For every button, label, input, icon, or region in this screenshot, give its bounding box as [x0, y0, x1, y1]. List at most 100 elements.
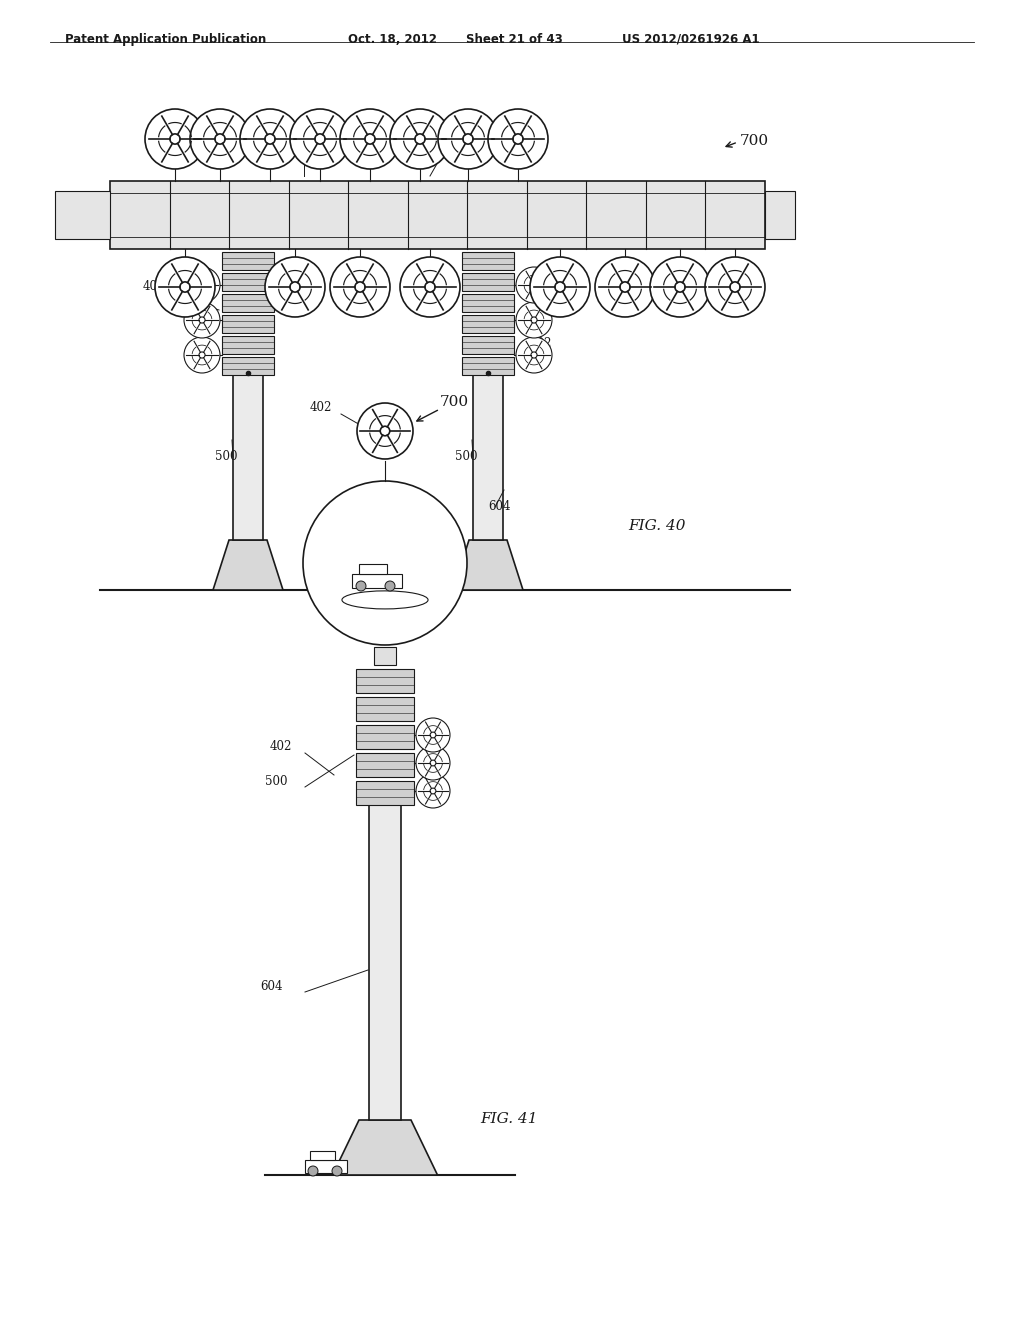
- Bar: [222, 315, 274, 333]
- Circle shape: [650, 257, 710, 317]
- Circle shape: [390, 110, 450, 169]
- Bar: [356, 725, 414, 748]
- Text: 402: 402: [270, 741, 293, 752]
- Circle shape: [240, 110, 300, 169]
- Circle shape: [145, 110, 205, 169]
- Circle shape: [530, 317, 537, 323]
- Circle shape: [357, 403, 413, 459]
- Bar: [462, 273, 514, 290]
- Circle shape: [308, 1166, 318, 1176]
- Bar: [233, 375, 263, 540]
- Bar: [110, 181, 765, 249]
- Bar: [356, 781, 414, 805]
- Bar: [356, 697, 414, 721]
- Bar: [462, 315, 514, 333]
- Text: 500: 500: [265, 775, 288, 788]
- Circle shape: [530, 352, 537, 358]
- Circle shape: [355, 282, 366, 292]
- Text: 604: 604: [260, 979, 283, 993]
- Circle shape: [199, 352, 205, 358]
- Bar: [374, 647, 396, 665]
- Circle shape: [180, 282, 190, 292]
- Text: 602B: 602B: [548, 290, 580, 304]
- Circle shape: [425, 282, 435, 292]
- Circle shape: [675, 282, 685, 292]
- Circle shape: [356, 581, 366, 591]
- Bar: [55, 191, 110, 239]
- Bar: [359, 564, 387, 574]
- Circle shape: [190, 110, 250, 169]
- Circle shape: [530, 282, 537, 288]
- Circle shape: [303, 480, 467, 645]
- Circle shape: [516, 337, 552, 374]
- Circle shape: [199, 282, 205, 288]
- Circle shape: [430, 788, 436, 793]
- Bar: [765, 191, 795, 239]
- Text: Oct. 18, 2012: Oct. 18, 2012: [348, 33, 437, 46]
- Bar: [310, 1151, 335, 1160]
- Text: 604: 604: [488, 500, 511, 513]
- Circle shape: [385, 581, 395, 591]
- Circle shape: [516, 302, 552, 338]
- Text: 602A: 602A: [290, 143, 321, 154]
- Text: 402: 402: [435, 143, 458, 154]
- Polygon shape: [333, 1119, 437, 1175]
- Circle shape: [595, 257, 655, 317]
- Circle shape: [488, 110, 548, 169]
- Bar: [222, 337, 274, 354]
- Circle shape: [184, 267, 220, 304]
- Text: 500: 500: [215, 450, 238, 463]
- Circle shape: [416, 774, 450, 808]
- Circle shape: [290, 282, 300, 292]
- Text: US 2012/0261926 A1: US 2012/0261926 A1: [622, 33, 760, 46]
- Circle shape: [265, 133, 275, 144]
- Circle shape: [155, 257, 215, 317]
- Circle shape: [516, 267, 552, 304]
- Text: 402: 402: [310, 401, 333, 414]
- Bar: [369, 805, 401, 1119]
- Text: FIG. 40: FIG. 40: [628, 519, 685, 533]
- Circle shape: [620, 282, 630, 292]
- Circle shape: [340, 110, 400, 169]
- Bar: [222, 294, 274, 312]
- Bar: [356, 669, 414, 693]
- Text: 700: 700: [740, 135, 769, 148]
- Circle shape: [416, 718, 450, 752]
- Bar: [462, 294, 514, 312]
- Circle shape: [265, 257, 325, 317]
- Circle shape: [430, 760, 436, 766]
- Text: 402: 402: [143, 280, 165, 293]
- Bar: [222, 356, 274, 375]
- Text: Sheet 21 of 43: Sheet 21 of 43: [466, 33, 563, 46]
- Bar: [222, 273, 274, 290]
- Circle shape: [332, 1166, 342, 1176]
- Circle shape: [290, 110, 350, 169]
- Circle shape: [365, 133, 375, 144]
- Circle shape: [380, 426, 390, 436]
- Circle shape: [184, 337, 220, 374]
- Circle shape: [330, 257, 390, 317]
- Circle shape: [215, 133, 225, 144]
- Text: 500: 500: [455, 450, 477, 463]
- Circle shape: [463, 133, 473, 144]
- Circle shape: [555, 282, 565, 292]
- Text: 402: 402: [530, 337, 552, 350]
- Polygon shape: [453, 540, 523, 590]
- Bar: [462, 252, 514, 271]
- Polygon shape: [213, 540, 283, 590]
- Bar: [462, 337, 514, 354]
- Circle shape: [170, 133, 180, 144]
- Circle shape: [315, 133, 325, 144]
- Bar: [305, 1160, 347, 1173]
- Bar: [352, 574, 402, 587]
- Circle shape: [416, 746, 450, 780]
- Bar: [473, 375, 503, 540]
- Bar: [356, 752, 414, 777]
- Bar: [222, 252, 274, 271]
- Circle shape: [430, 733, 436, 738]
- Circle shape: [184, 302, 220, 338]
- Circle shape: [415, 133, 425, 144]
- Circle shape: [530, 257, 590, 317]
- Circle shape: [199, 317, 205, 323]
- Circle shape: [730, 282, 740, 292]
